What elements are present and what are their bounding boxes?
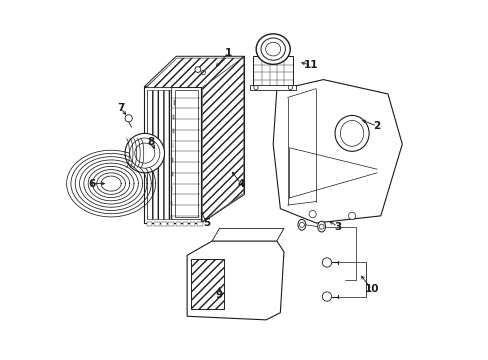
Text: 1: 1: [224, 48, 231, 58]
Text: 3: 3: [333, 222, 341, 231]
Bar: [173, 115, 174, 119]
Circle shape: [125, 115, 132, 122]
Circle shape: [308, 211, 316, 218]
Bar: [147, 222, 152, 226]
Circle shape: [253, 85, 258, 90]
Polygon shape: [145, 58, 244, 87]
Polygon shape: [249, 85, 296, 90]
Bar: [171, 186, 172, 191]
Bar: [154, 222, 159, 226]
Bar: [183, 222, 188, 226]
Polygon shape: [202, 57, 244, 222]
Bar: [197, 222, 202, 226]
Circle shape: [287, 85, 292, 90]
Bar: [168, 222, 174, 226]
Circle shape: [348, 212, 355, 220]
Bar: [175, 222, 181, 226]
Circle shape: [195, 67, 201, 72]
Bar: [190, 222, 195, 226]
Bar: [172, 158, 173, 162]
Text: 11: 11: [303, 60, 317, 70]
Ellipse shape: [317, 221, 325, 232]
Text: 8: 8: [147, 138, 155, 147]
Ellipse shape: [340, 121, 363, 146]
Text: 9: 9: [215, 290, 223, 300]
Bar: [172, 143, 173, 148]
Bar: [161, 222, 166, 226]
Text: 2: 2: [373, 121, 380, 131]
Bar: [173, 129, 174, 134]
Text: 7: 7: [117, 103, 124, 113]
Ellipse shape: [261, 38, 285, 60]
Circle shape: [322, 258, 331, 267]
Polygon shape: [144, 87, 201, 223]
Bar: [171, 87, 201, 220]
Bar: [171, 201, 172, 205]
Polygon shape: [201, 56, 244, 223]
Text: 10: 10: [364, 284, 378, 294]
Polygon shape: [273, 80, 402, 223]
Text: 4: 4: [237, 179, 244, 189]
Text: 5: 5: [203, 218, 210, 228]
Text: 6: 6: [88, 179, 96, 189]
Ellipse shape: [334, 116, 368, 151]
Circle shape: [322, 292, 331, 301]
Bar: [191, 259, 223, 309]
Ellipse shape: [297, 220, 305, 230]
Circle shape: [125, 134, 164, 173]
Bar: [174, 90, 198, 217]
Circle shape: [129, 138, 160, 168]
Polygon shape: [187, 241, 284, 320]
Bar: [147, 90, 171, 220]
Ellipse shape: [256, 34, 290, 64]
Bar: [191, 259, 223, 309]
Polygon shape: [212, 228, 284, 241]
Polygon shape: [144, 56, 244, 87]
Polygon shape: [253, 56, 292, 87]
